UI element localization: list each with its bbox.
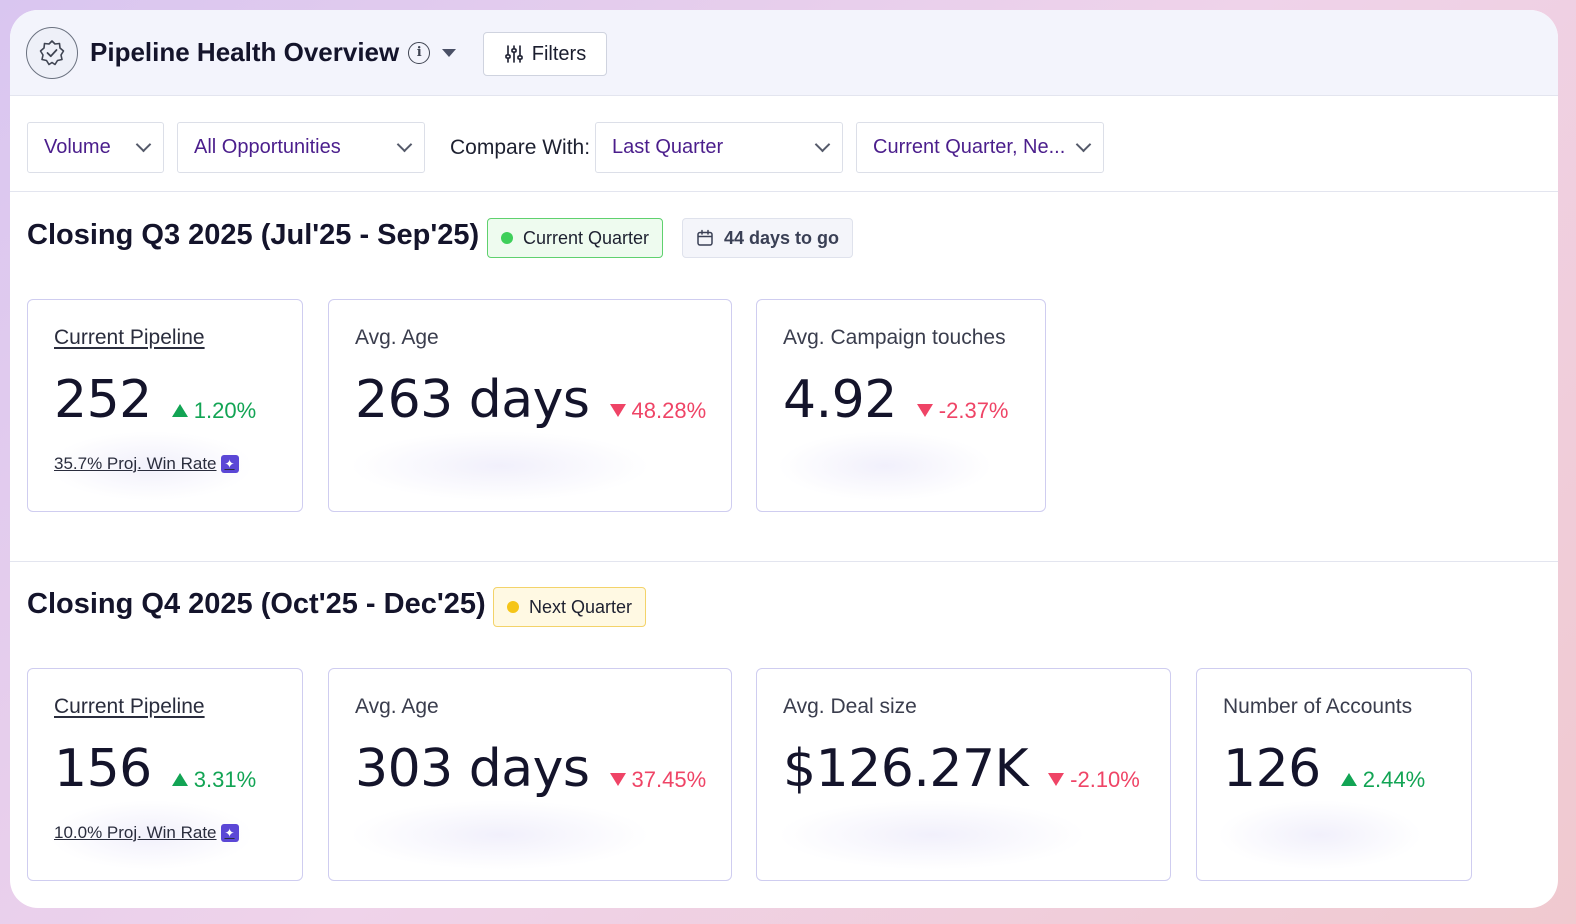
- page-title: Pipeline Health Overview: [90, 37, 400, 67]
- dashboard-frame: Pipeline Health Overview i Filters Volum…: [10, 10, 1558, 908]
- metric-row: 156 3.31%: [54, 739, 256, 799]
- status-badge: Current Quarter: [487, 218, 664, 258]
- card-label: Number of Accounts: [1223, 695, 1413, 718]
- delta-value: 37.45%: [631, 766, 707, 792]
- filters-button[interactable]: Filters: [483, 32, 607, 76]
- metric-row: 4.92 -2.37%: [783, 370, 1009, 430]
- filter-toolbar: Volume All Opportunities Compare With: L…: [10, 96, 1558, 192]
- metric-value: $126.27K: [783, 739, 1029, 799]
- win-rate-link[interactable]: 35.7% Proj. Win Rate ✦: [54, 454, 239, 474]
- status-badge: Next Quarter: [493, 587, 647, 627]
- status-badge-label: Next Quarter: [529, 596, 633, 617]
- metric-value: 263 days: [355, 370, 590, 430]
- card-label[interactable]: Current Pipeline: [54, 695, 205, 718]
- section-title: Closing Q4 2025 (Oct'25 - Dec'25): [27, 588, 486, 620]
- filters-label: Filters: [531, 42, 587, 65]
- scope-select[interactable]: All Opportunities: [177, 122, 425, 173]
- metric-row: 252 1.20%: [54, 370, 256, 430]
- card-label: Avg. Age: [355, 695, 439, 718]
- metric-card[interactable]: Avg. Campaign touches 4.92 -2.37%: [756, 299, 1046, 512]
- calendar-icon: [697, 229, 713, 246]
- card-label[interactable]: Current Pipeline: [54, 326, 205, 349]
- metric-row: $126.27K -2.10%: [783, 739, 1140, 799]
- days-badge: 44 days to go: [682, 218, 854, 258]
- period-select[interactable]: Current Quarter, Ne...: [856, 122, 1104, 173]
- metric-delta: -2.10%: [1048, 767, 1140, 793]
- win-rate-label: 10.0% Proj. Win Rate: [54, 823, 217, 842]
- delta-value: 1.20%: [193, 397, 257, 423]
- metric-card[interactable]: Avg. Deal size $126.27K -2.10%: [756, 668, 1171, 881]
- compare-select[interactable]: Last Quarter: [595, 122, 843, 173]
- info-icon[interactable]: i: [408, 41, 431, 64]
- title-dropdown-caret-icon[interactable]: [442, 48, 457, 57]
- metric-delta: 48.28%: [609, 397, 707, 424]
- days-badge-label: 44 days to go: [724, 227, 840, 248]
- metric-select[interactable]: Volume: [27, 122, 164, 173]
- metric-value: 303 days: [355, 739, 590, 799]
- trend-up-icon: [1340, 773, 1357, 786]
- section-divider: [10, 561, 1558, 562]
- delta-value: -2.37%: [938, 397, 1009, 423]
- compare-label: Compare With:: [450, 136, 591, 159]
- trend-up-icon: [171, 773, 188, 786]
- badge-check-icon: [26, 26, 78, 79]
- chevron-down-icon: [1075, 136, 1092, 153]
- status-dot: [507, 601, 519, 613]
- metric-card[interactable]: Current Pipeline 252 1.20% 35.7% Proj. W…: [27, 299, 303, 512]
- header-bar: Pipeline Health Overview i Filters: [10, 10, 1558, 96]
- delta-value: 48.28%: [631, 397, 707, 423]
- trend-down-icon: [1048, 773, 1065, 786]
- trend-down-icon: [609, 773, 626, 786]
- chevron-down-icon: [814, 136, 831, 153]
- metric-delta: 37.45%: [609, 766, 707, 793]
- metric-value: 252: [54, 370, 152, 430]
- status-badge-label: Current Quarter: [523, 227, 650, 248]
- metric-delta: -2.37%: [916, 397, 1009, 424]
- metric-row: 126 2.44%: [1223, 739, 1425, 799]
- metric-card[interactable]: Current Pipeline 156 3.31% 10.0% Proj. W…: [27, 668, 303, 881]
- sliders-icon: [504, 45, 523, 63]
- delta-value: 2.44%: [1362, 766, 1426, 792]
- status-dot: [501, 232, 513, 244]
- trend-down-icon: [609, 404, 626, 417]
- metric-card[interactable]: Avg. Age 303 days 37.45%: [328, 668, 732, 881]
- win-rate-label: 35.7% Proj. Win Rate: [54, 454, 217, 473]
- metric-select-value: Volume: [44, 136, 111, 158]
- metric-row: 303 days 37.45%: [355, 739, 706, 799]
- metric-delta: 3.31%: [171, 766, 257, 793]
- ai-sparkle-icon: ✦: [220, 824, 239, 842]
- metric-value: 156: [54, 739, 152, 799]
- card-label: Avg. Campaign touches: [783, 326, 1006, 349]
- card-label: Avg. Age: [355, 326, 439, 349]
- card-label: Avg. Deal size: [783, 695, 917, 718]
- compare-select-value: Last Quarter: [612, 136, 724, 158]
- delta-value: 3.31%: [193, 766, 257, 792]
- metric-delta: 1.20%: [171, 397, 257, 424]
- metric-card[interactable]: Number of Accounts 126 2.44%: [1196, 668, 1472, 881]
- chevron-down-icon: [396, 136, 413, 153]
- chevron-down-icon: [135, 136, 152, 153]
- metric-value: 4.92: [783, 370, 897, 430]
- metric-delta: 2.44%: [1340, 766, 1426, 793]
- trend-down-icon: [916, 404, 933, 417]
- metric-row: 263 days 48.28%: [355, 370, 706, 430]
- trend-up-icon: [171, 404, 188, 417]
- period-select-value: Current Quarter, Ne...: [873, 136, 1066, 158]
- delta-value: -2.10%: [1070, 766, 1140, 792]
- metric-value: 126: [1223, 739, 1321, 799]
- ai-sparkle-icon: ✦: [220, 455, 239, 473]
- section-title: Closing Q3 2025 (Jul'25 - Sep'25): [27, 219, 480, 251]
- win-rate-link[interactable]: 10.0% Proj. Win Rate ✦: [54, 823, 239, 843]
- scope-select-value: All Opportunities: [194, 136, 341, 158]
- metric-card[interactable]: Avg. Age 263 days 48.28%: [328, 299, 732, 512]
